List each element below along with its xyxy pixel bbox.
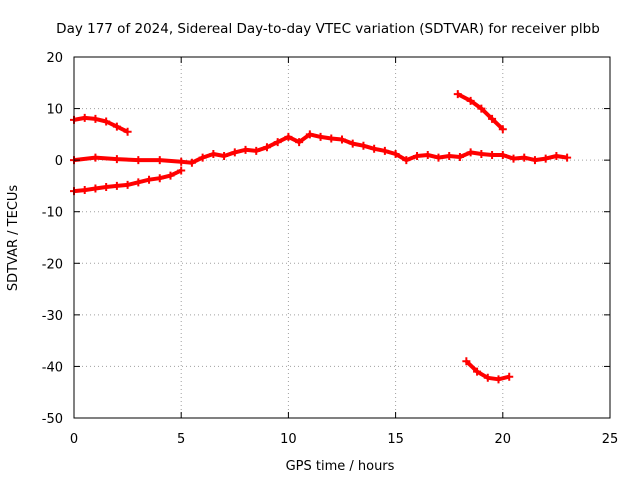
data-point xyxy=(477,149,486,158)
data-point xyxy=(488,150,497,159)
data-point xyxy=(391,149,400,158)
data-point xyxy=(423,150,432,159)
series-upper-right-arc xyxy=(453,90,507,134)
axis-ticks: 0 5 10 15 20 25 20 10 0 -10 -20 -30 -40 -50 xyxy=(42,51,619,447)
x-tick-label: 20 xyxy=(495,432,512,447)
data-point xyxy=(134,178,143,187)
data-point xyxy=(466,148,475,157)
data-point xyxy=(477,104,486,113)
series-upper-left-arc xyxy=(70,113,132,136)
y-tick-label: 20 xyxy=(46,51,63,66)
x-tick-label: 0 xyxy=(70,432,78,447)
data-point xyxy=(112,122,121,131)
data-point xyxy=(552,152,561,161)
data-point xyxy=(462,357,471,366)
data-point xyxy=(488,114,497,123)
data-point xyxy=(134,156,143,165)
data-point xyxy=(509,154,518,163)
data-point xyxy=(102,182,111,191)
data-point xyxy=(80,186,89,195)
data-point xyxy=(209,149,218,158)
data-point xyxy=(91,184,100,193)
chart-title: Day 177 of 2024, Sidereal Day-to-day VTE… xyxy=(56,21,600,37)
data-point xyxy=(295,138,304,147)
x-tick-label: 10 xyxy=(280,432,297,447)
data-point xyxy=(91,114,100,123)
data-point xyxy=(494,375,503,384)
data-point xyxy=(563,153,572,162)
data-point xyxy=(177,166,186,175)
data-point xyxy=(453,90,462,99)
data-point xyxy=(262,143,271,152)
y-tick-label: -50 xyxy=(42,412,63,427)
x-axis-label: GPS time / hours xyxy=(286,459,395,474)
data-point xyxy=(155,174,164,183)
data-point xyxy=(370,144,379,153)
data-point xyxy=(505,372,514,381)
data-point xyxy=(198,153,207,162)
data-point xyxy=(102,117,111,126)
y-tick-label: -10 xyxy=(42,206,63,221)
data-point xyxy=(541,154,550,163)
data-point xyxy=(530,156,539,165)
series-bottom-arc xyxy=(462,357,514,384)
data-point xyxy=(348,139,357,148)
y-tick-label: 10 xyxy=(46,103,63,118)
data-point xyxy=(252,146,261,155)
data-point xyxy=(338,135,346,144)
y-tick-label: -40 xyxy=(42,360,63,375)
data-point xyxy=(473,367,482,376)
data-point xyxy=(434,153,443,162)
data-point xyxy=(91,153,100,162)
data-point xyxy=(145,175,154,184)
data-point xyxy=(166,171,175,180)
data-point xyxy=(177,157,186,166)
data-point xyxy=(112,155,121,164)
series-lower-band xyxy=(70,166,186,196)
data-point xyxy=(305,130,314,139)
y-tick-label: -20 xyxy=(42,257,63,272)
data-point xyxy=(402,156,411,165)
data-point xyxy=(359,141,368,150)
data-point xyxy=(327,134,336,143)
x-tick-label: 25 xyxy=(602,432,619,447)
series-main-band xyxy=(70,130,572,167)
data-point xyxy=(112,181,121,190)
data-point xyxy=(455,153,464,162)
data-point xyxy=(273,138,282,147)
data-point xyxy=(123,127,132,136)
data-point xyxy=(316,132,325,141)
data-point xyxy=(380,146,389,155)
data-point xyxy=(284,132,293,141)
x-tick-label: 5 xyxy=(177,432,185,447)
data-point xyxy=(483,373,492,382)
data-point xyxy=(466,96,475,105)
y-tick-label: -30 xyxy=(42,309,63,324)
grid xyxy=(74,57,610,418)
series-line xyxy=(456,92,505,131)
x-tick-label: 15 xyxy=(387,432,404,447)
data-point xyxy=(220,152,229,161)
data-traces xyxy=(70,90,572,384)
data-point xyxy=(445,152,454,161)
data-point xyxy=(498,125,507,134)
data-point xyxy=(123,180,132,189)
data-point xyxy=(187,158,196,167)
data-point xyxy=(498,150,507,159)
y-axis-label: SDTVAR / TECUs xyxy=(6,185,21,292)
data-point xyxy=(155,156,164,165)
data-point xyxy=(230,148,239,157)
y-tick-label: 0 xyxy=(55,154,63,169)
plot-frame xyxy=(73,56,611,419)
data-point xyxy=(80,113,89,122)
data-point xyxy=(413,152,422,161)
data-point xyxy=(241,145,250,154)
series-line xyxy=(73,115,129,134)
data-point xyxy=(520,153,529,162)
